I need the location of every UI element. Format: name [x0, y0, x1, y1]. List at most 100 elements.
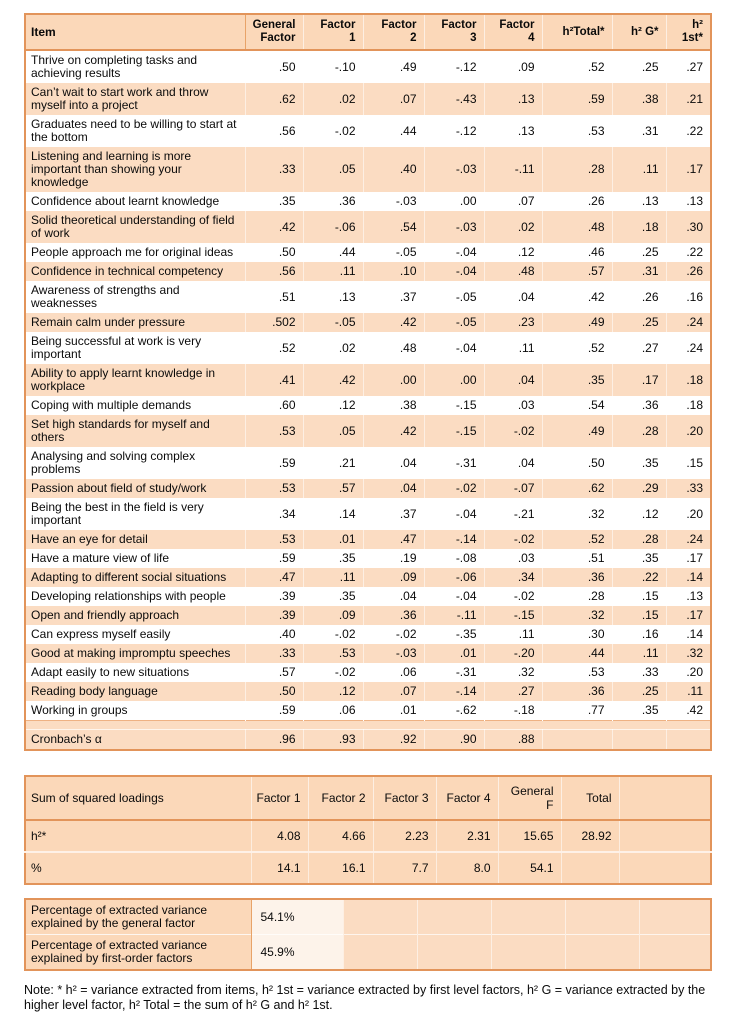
loading-value-cell: .26: [611, 281, 666, 313]
loading-value-cell: .42: [362, 415, 424, 447]
loading-value-cell: .35: [611, 447, 666, 479]
item-label-cell: Reading body language: [31, 684, 158, 698]
loading-value-cell: .11: [302, 262, 363, 281]
loading-value-cell: .29: [611, 479, 666, 498]
cronbach-value-cell: .92: [362, 729, 424, 750]
loading-value-cell: .48: [483, 262, 542, 281]
variance-row: Percentage of extracted variance explain…: [25, 934, 711, 970]
loading-value-cell: .22: [665, 243, 711, 262]
ssl-value-cell: 7.7: [372, 851, 436, 884]
loading-value-cell: .36: [302, 192, 363, 211]
loading-value-cell: -.10: [302, 50, 363, 83]
loading-value-cell: .07: [483, 192, 542, 211]
loading-value-cell: -.06: [302, 211, 363, 243]
ssl-filler-cell: [618, 851, 711, 884]
item-label-cell: Have a mature view of life: [31, 551, 170, 565]
loading-value-cell: .42: [541, 281, 612, 313]
loading-value-cell: .00: [423, 192, 484, 211]
loading-value-cell: .15: [611, 587, 666, 606]
loading-value-cell: .07: [362, 682, 424, 701]
loading-value-cell: -.11: [423, 606, 484, 625]
ssl-value-cell: 14.1: [250, 851, 308, 884]
loading-value-cell: -.35: [423, 625, 484, 644]
loading-value-cell: .53: [541, 115, 612, 147]
loading-value-cell: .04: [483, 447, 542, 479]
loading-value-cell: .07: [362, 83, 424, 115]
item-label-cell: Coping with multiple demands: [31, 398, 192, 412]
loading-value-cell: .39: [244, 587, 303, 606]
item-row: Reading body language .50.12.07 -.14.27.36…: [25, 682, 711, 701]
loading-value-cell: .09: [483, 50, 542, 83]
loading-value-cell: -.03: [423, 147, 484, 192]
loading-value-cell: .53: [244, 479, 303, 498]
item-row: Confidence in technical competency .56.11…: [25, 262, 711, 281]
loading-value-cell: .25: [611, 243, 666, 262]
item-row: Open and friendly approach .39.09.36 -.11-…: [25, 606, 711, 625]
loading-value-cell: -.02: [423, 479, 484, 498]
item-label-cell: Set high standards for myself and others: [31, 417, 210, 444]
loading-value-cell: .20: [665, 498, 711, 530]
loading-value-cell: .51: [244, 281, 303, 313]
loading-value-cell: -.04: [423, 498, 484, 530]
loading-value-cell: -.43: [423, 83, 484, 115]
item-label-cell: Adapt easily to new situations: [31, 665, 190, 679]
loading-value-cell: -.02: [483, 530, 542, 549]
loading-value-cell: .37: [362, 498, 424, 530]
variance-label-cell: Percentage of extracted variance explain…: [25, 934, 252, 970]
loading-value-cell: -.14: [423, 530, 484, 549]
loading-value-cell: -.18: [483, 701, 542, 721]
ssl-value-cell: 16.1: [307, 851, 373, 884]
item-label-cell: Confidence in technical competency: [31, 264, 224, 278]
loading-value-cell: .53: [302, 644, 363, 663]
loading-value-cell: .33: [244, 644, 303, 663]
loading-value-cell: .17: [665, 147, 711, 192]
loading-value-cell: .19: [362, 549, 424, 568]
loading-value-cell: .42: [302, 364, 363, 396]
col-header-h2-g: h² G*: [611, 14, 666, 51]
loading-value-cell: .62: [541, 479, 612, 498]
loading-value-cell: .39: [244, 606, 303, 625]
ssl-filler-cell: [618, 820, 711, 852]
loading-value-cell: .24: [665, 530, 711, 549]
col-header-factor-4: Factor 4: [483, 14, 542, 51]
loading-value-cell: .18: [611, 211, 666, 243]
loading-value-cell: .59: [244, 549, 303, 568]
loading-value-cell: .28: [611, 415, 666, 447]
variance-filler-cell: [564, 934, 639, 970]
loading-value-cell: .24: [665, 332, 711, 364]
table-note: Note: * h² = variance extracted from ite…: [24, 983, 706, 1012]
variance-filler-cell: [342, 934, 417, 970]
item-label-cell: Being successful at work is very importa…: [31, 334, 202, 361]
item-label-cell: Can’t wait to start work and throw mysel…: [31, 85, 209, 112]
loading-value-cell: -.08: [423, 549, 484, 568]
ssl-header-factor-1: Factor 1: [250, 776, 308, 821]
loading-value-cell: .50: [541, 447, 612, 479]
item-row: Adapt easily to new situations .57 -.02.06…: [25, 663, 711, 682]
loading-value-cell: .04: [362, 447, 424, 479]
loading-value-cell: .57: [244, 663, 303, 682]
ssl-value-cell: 2.23: [372, 820, 436, 852]
item-row: Confidence about learnt knowledge .35.36-…: [25, 192, 711, 211]
loading-value-cell: .47: [244, 568, 303, 587]
ssl-label-cell: h²*: [31, 829, 47, 843]
loading-value-cell: .34: [483, 568, 542, 587]
item-label-cell: Solid theoretical understanding of field…: [31, 213, 235, 240]
loading-value-cell: .46: [541, 243, 612, 262]
item-row: Being the best in the field is very impo…: [25, 498, 711, 530]
item-row: Thrive on completing tasks and achieving…: [25, 50, 711, 83]
loading-value-cell: .52: [541, 530, 612, 549]
cronbach-value-cell: [541, 729, 612, 750]
item-row: Set high standards for myself and others…: [25, 415, 711, 447]
cronbach-value-cell: .93: [302, 729, 363, 750]
item-row: Being successful at work is very importa…: [25, 332, 711, 364]
ssl-header-row: Sum of squared loadings Factor 1 Factor …: [25, 776, 711, 821]
loading-value-cell: -.02: [302, 625, 363, 644]
loading-value-cell: -.04: [423, 243, 484, 262]
item-label-cell: Listening and learning is more important…: [31, 149, 192, 189]
loading-value-cell: .01: [423, 644, 484, 663]
loading-value-cell: -.15: [423, 415, 484, 447]
loading-value-cell: .25: [611, 682, 666, 701]
loading-value-cell: .11: [611, 644, 666, 663]
loading-value-cell: .56: [244, 262, 303, 281]
loading-value-cell: .42: [244, 211, 303, 243]
